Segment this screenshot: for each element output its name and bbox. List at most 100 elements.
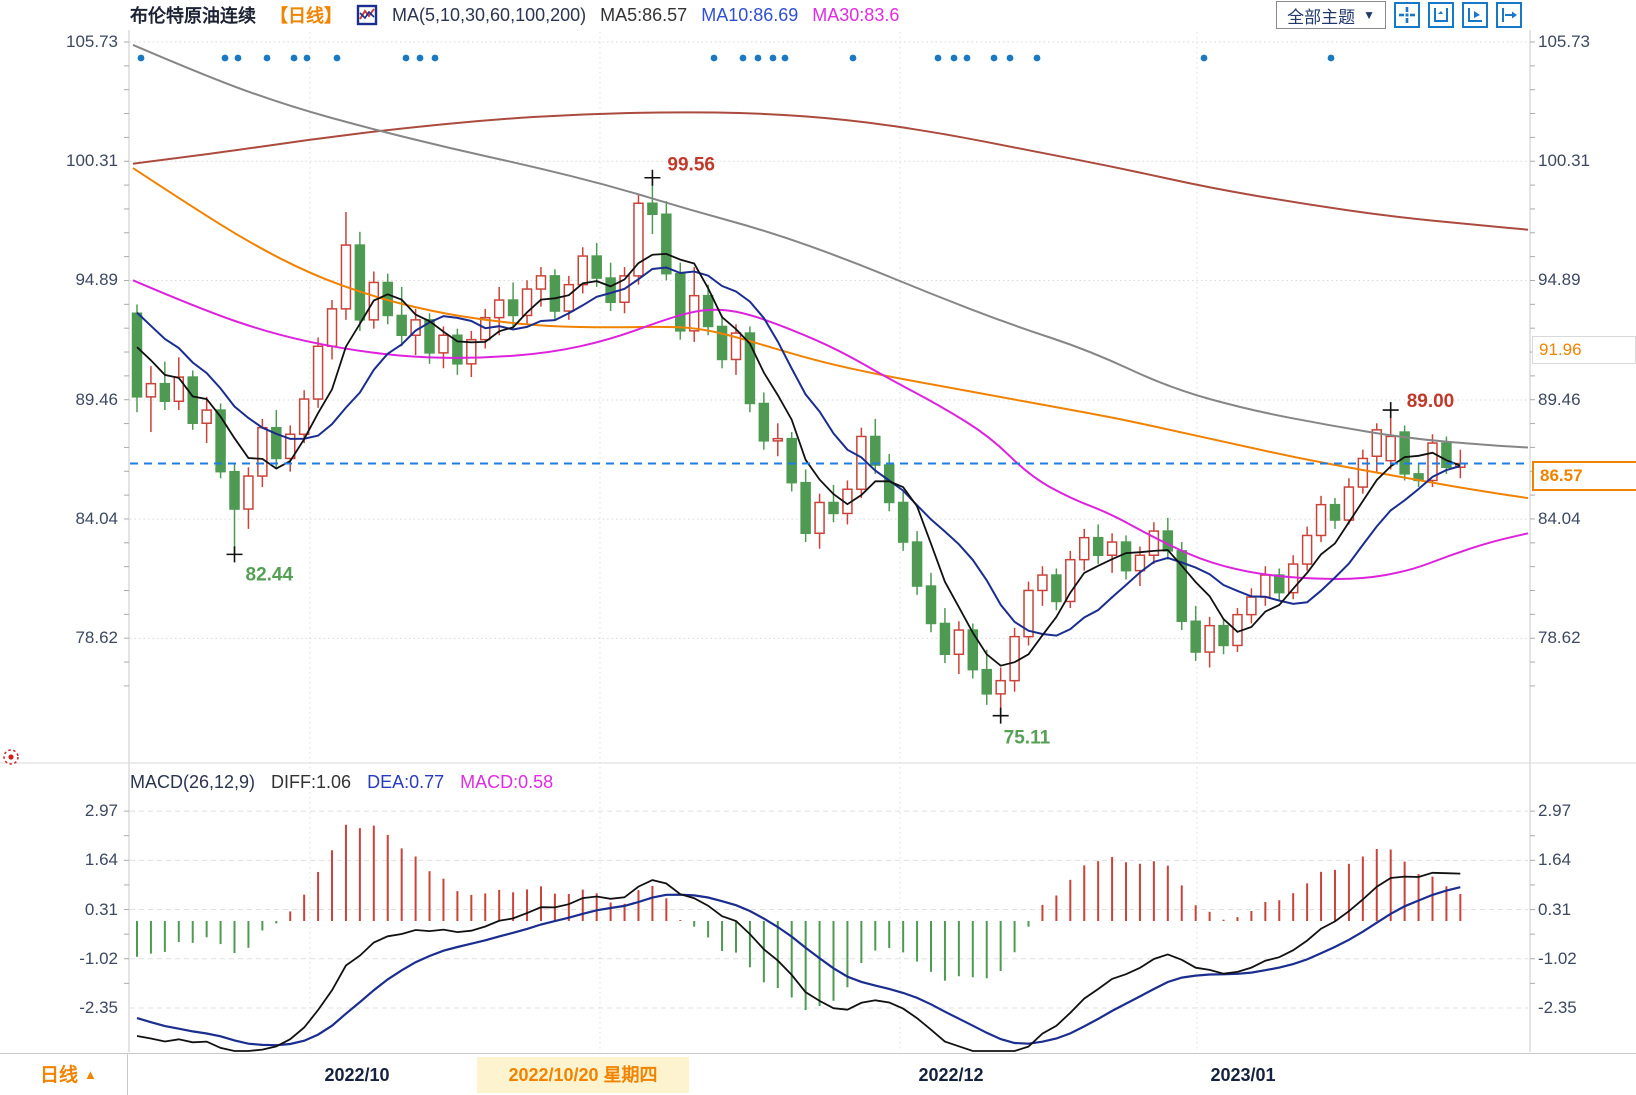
price-annotation: 82.44 xyxy=(246,564,294,585)
price-alert-badge: 91.96 xyxy=(1532,336,1636,364)
candle-body xyxy=(591,255,602,279)
macd-target-icon[interactable] xyxy=(3,749,19,765)
event-dot[interactable] xyxy=(963,54,971,62)
event-dot[interactable] xyxy=(1200,54,1208,62)
candle-body xyxy=(1190,620,1201,653)
event-dot[interactable] xyxy=(333,54,341,62)
macd-dea-value: DEA:0.77 xyxy=(367,772,445,792)
candle-body xyxy=(131,312,143,398)
price-axis-label-left: 100.31 xyxy=(66,151,118,171)
candle-body xyxy=(744,332,756,405)
macd-params-label[interactable]: MACD(26,12,9) xyxy=(130,772,256,792)
ma-params-label[interactable]: MA(5,10,30,60,100,200) xyxy=(392,4,587,25)
indicator-icon[interactable] xyxy=(356,4,378,26)
timeline-label-oct: 2022/10 xyxy=(324,1065,390,1085)
event-dot[interactable] xyxy=(221,54,229,62)
event-dot[interactable] xyxy=(934,54,942,62)
event-dot[interactable] xyxy=(416,54,424,62)
theme-selector-button[interactable]: 全部主题 ▼ xyxy=(1276,1,1386,29)
event-dot[interactable] xyxy=(1327,54,1335,62)
event-dot[interactable] xyxy=(431,54,439,62)
candle-body xyxy=(716,325,728,361)
caret-down-icon: ▼ xyxy=(1363,8,1375,22)
candle-body xyxy=(1037,574,1048,592)
macd-axis-label-right: 2.97 xyxy=(1538,801,1572,821)
candle-body xyxy=(1218,624,1229,647)
period-selector-button[interactable]: 日线 ▲ xyxy=(0,1054,128,1095)
candle-body xyxy=(326,308,338,348)
candle-body xyxy=(229,470,240,510)
timeline-highlighted-date: 2022/10/20 星期四 xyxy=(477,1057,689,1093)
candle-body xyxy=(1092,536,1104,557)
event-dot[interactable] xyxy=(263,54,271,62)
candle-body xyxy=(981,668,992,695)
ma5-line xyxy=(136,252,1461,667)
event-dot[interactable] xyxy=(754,54,762,62)
price-axis-label-left: 105.73 xyxy=(66,32,118,51)
event-dot[interactable] xyxy=(234,54,242,62)
candle-body xyxy=(1385,435,1396,462)
candle-body xyxy=(396,314,407,337)
candle-body xyxy=(675,272,686,332)
candle-body xyxy=(1260,574,1271,598)
candle-body xyxy=(1009,635,1020,682)
ma10-value: MA10:86.69 xyxy=(701,4,799,25)
price-annotation: 75.11 xyxy=(1004,728,1051,749)
macd-axis-label-right: -2.35 xyxy=(1538,997,1577,1017)
macd-macd-value: MACD:0.58 xyxy=(460,772,554,792)
instrument-title: 布伦特原油连续 xyxy=(130,6,256,26)
candle-body xyxy=(507,299,519,317)
event-dot[interactable] xyxy=(303,54,311,62)
crosshair-move-icon[interactable] xyxy=(1394,2,1420,28)
price-axis-label-right: 78.62 xyxy=(1538,628,1581,648)
event-dot[interactable] xyxy=(1033,54,1041,62)
candle-body xyxy=(828,501,839,515)
macd-axis-label-left: 2.97 xyxy=(84,801,118,821)
event-dot[interactable] xyxy=(739,54,747,62)
event-dot[interactable] xyxy=(710,54,718,62)
event-dot[interactable] xyxy=(137,54,145,62)
candle-body xyxy=(1441,442,1452,469)
macd-axis-label-left: -1.02 xyxy=(79,948,118,968)
ma100-line xyxy=(132,43,1529,449)
macd-axis-label-right: 0.31 xyxy=(1538,899,1572,919)
pan-right-icon[interactable] xyxy=(1496,2,1522,28)
price-axis-label-left: 84.04 xyxy=(75,509,118,529)
y-axis-zoom-icon[interactable] xyxy=(1428,2,1454,28)
candle-body xyxy=(187,376,198,425)
timeline-label-dec: 2022/12 xyxy=(918,1065,984,1085)
candle-body xyxy=(1357,457,1369,488)
candle-body xyxy=(312,345,324,400)
candle-body xyxy=(452,334,463,365)
event-dot[interactable] xyxy=(950,54,958,62)
candle-body xyxy=(897,501,909,543)
price-annotation: 99.56 xyxy=(667,155,715,176)
candle-body xyxy=(493,299,505,319)
macd-axis-label-left: 0.31 xyxy=(84,899,118,919)
current-price-badge: 86.57 xyxy=(1532,461,1636,491)
candle-body xyxy=(284,433,296,460)
price-axis-label-left: 78.62 xyxy=(75,628,118,648)
event-dot[interactable] xyxy=(1006,54,1014,62)
candle-body xyxy=(145,382,157,398)
candle-body xyxy=(647,202,658,216)
event-dot[interactable] xyxy=(849,54,857,62)
ma60-line xyxy=(132,167,1529,500)
timeline-bar: 日线 ▲ 2022/10 2022/10/20 星期四 2022/12 2023/… xyxy=(0,1053,1636,1095)
candle-body xyxy=(967,629,979,671)
candle-body xyxy=(1343,486,1355,521)
ma200-line xyxy=(132,111,1529,231)
event-dot[interactable] xyxy=(290,54,298,62)
event-dot[interactable] xyxy=(769,54,777,62)
x-axis-play-icon[interactable] xyxy=(1462,2,1488,28)
candle-body xyxy=(1329,503,1341,521)
candle-body xyxy=(271,426,282,460)
ma30-value: MA30:83.6 xyxy=(812,4,900,25)
event-dot[interactable] xyxy=(402,54,410,62)
diff-line xyxy=(136,871,1461,1052)
candle-body xyxy=(1246,596,1257,616)
event-dot[interactable] xyxy=(990,54,998,62)
event-dot[interactable] xyxy=(781,54,789,62)
